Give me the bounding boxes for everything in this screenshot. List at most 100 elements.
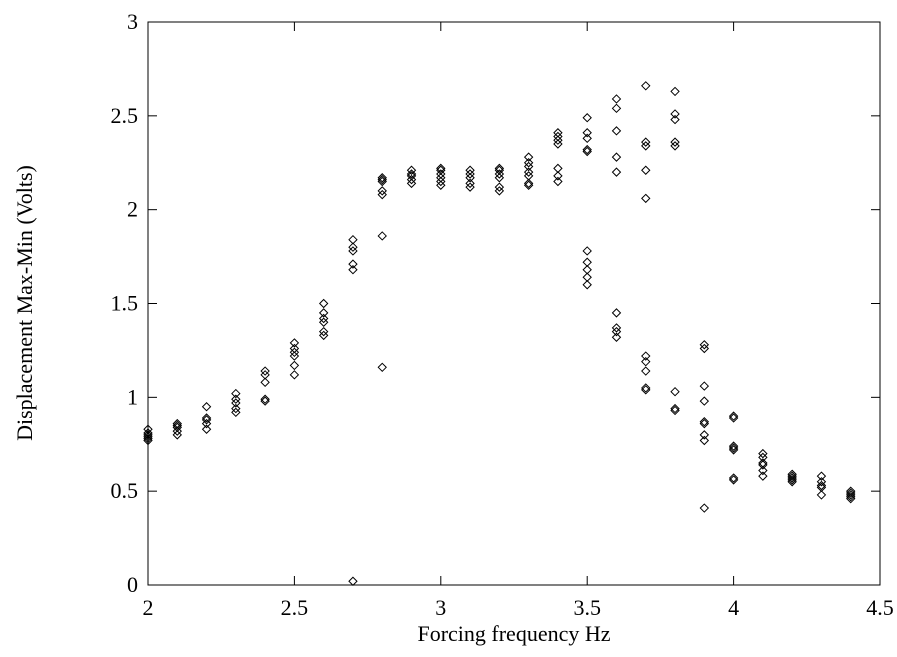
data-point (143, 428, 153, 438)
data-point (436, 165, 446, 175)
data-point (670, 137, 680, 147)
x-tick-label: 3 (435, 595, 446, 620)
data-point (670, 405, 680, 416)
data-point (611, 94, 622, 104)
data-point (465, 182, 475, 192)
y-tick-label: 0 (127, 572, 138, 597)
y-tick-label: 2 (127, 197, 138, 222)
data-point (787, 469, 797, 479)
data-point (728, 411, 739, 421)
data-point (143, 433, 153, 444)
data-point (582, 128, 592, 138)
data-point (758, 471, 768, 481)
data-point (641, 351, 651, 361)
data-point (348, 242, 358, 252)
data-point (406, 171, 417, 181)
data-point (699, 381, 710, 391)
data-point (582, 265, 592, 275)
data-point (816, 477, 827, 487)
data-point (699, 417, 710, 427)
data-point (436, 180, 446, 190)
data-point (201, 413, 212, 423)
data-point (787, 473, 797, 483)
data-point (494, 163, 505, 174)
data-point (758, 448, 768, 459)
data-point (699, 430, 710, 440)
data-point (172, 422, 182, 433)
data-point (406, 174, 417, 185)
data-point (553, 139, 563, 149)
data-point (201, 424, 212, 434)
data-point (494, 182, 505, 192)
y-axis-label: Displacement Max-Min (Volts) (12, 165, 37, 441)
data-point (201, 402, 212, 412)
data-point (641, 137, 651, 147)
data-point (670, 403, 680, 414)
data-point (670, 109, 680, 119)
data-point (758, 458, 768, 468)
data-point (260, 370, 270, 380)
data-point (377, 186, 387, 196)
x-tick-label: 2.5 (281, 595, 309, 620)
y-tick-label: 1 (127, 384, 138, 409)
data-point (348, 246, 358, 256)
x-tick-label: 4.5 (866, 595, 894, 620)
data-point (523, 171, 534, 181)
data-point (641, 81, 651, 91)
data-point (318, 308, 329, 318)
data-point (758, 452, 768, 463)
data-point (348, 259, 358, 269)
data-point (611, 326, 622, 337)
data-point (523, 180, 534, 190)
data-point (348, 234, 358, 245)
x-axis-label: Forcing frequency Hz (417, 621, 610, 646)
data-point (553, 163, 563, 174)
data-point (494, 186, 505, 196)
data-point (846, 488, 856, 498)
data-point (728, 445, 739, 455)
data-point (143, 424, 153, 434)
data-point (318, 326, 329, 337)
data-point (172, 418, 182, 429)
y-tick-label: 2.5 (111, 103, 139, 128)
data-point (465, 165, 475, 175)
data-point (406, 165, 417, 175)
data-point (553, 171, 563, 181)
data-point (377, 189, 387, 200)
data-point (728, 443, 739, 453)
data-point (611, 103, 622, 114)
data-point (289, 360, 300, 371)
data-point (523, 167, 534, 177)
data-point (494, 173, 505, 183)
data-point (436, 173, 446, 183)
data-point (728, 473, 739, 483)
data-point (231, 394, 241, 404)
data-point (582, 133, 592, 144)
data-point (260, 377, 270, 388)
data-point (406, 178, 417, 189)
data-point (172, 430, 182, 440)
data-point (846, 486, 856, 496)
data-point (494, 169, 505, 179)
data-point (846, 490, 856, 500)
data-point (611, 167, 622, 177)
data-point (816, 480, 827, 491)
data-point (699, 343, 710, 354)
data-point (846, 493, 856, 504)
data-point (436, 163, 446, 174)
data-point (377, 174, 387, 185)
data-point (260, 394, 270, 404)
data-point (553, 128, 563, 138)
data-point (846, 492, 856, 502)
data-point (231, 403, 241, 414)
data-point (143, 430, 153, 440)
data-point (465, 178, 475, 189)
data-point (465, 169, 475, 179)
data-point (728, 475, 739, 485)
data-point (523, 161, 534, 172)
data-point (787, 477, 797, 487)
data-point (231, 398, 241, 408)
data-point (523, 178, 534, 189)
y-tick-label: 0.5 (111, 478, 139, 503)
data-point (406, 169, 417, 179)
